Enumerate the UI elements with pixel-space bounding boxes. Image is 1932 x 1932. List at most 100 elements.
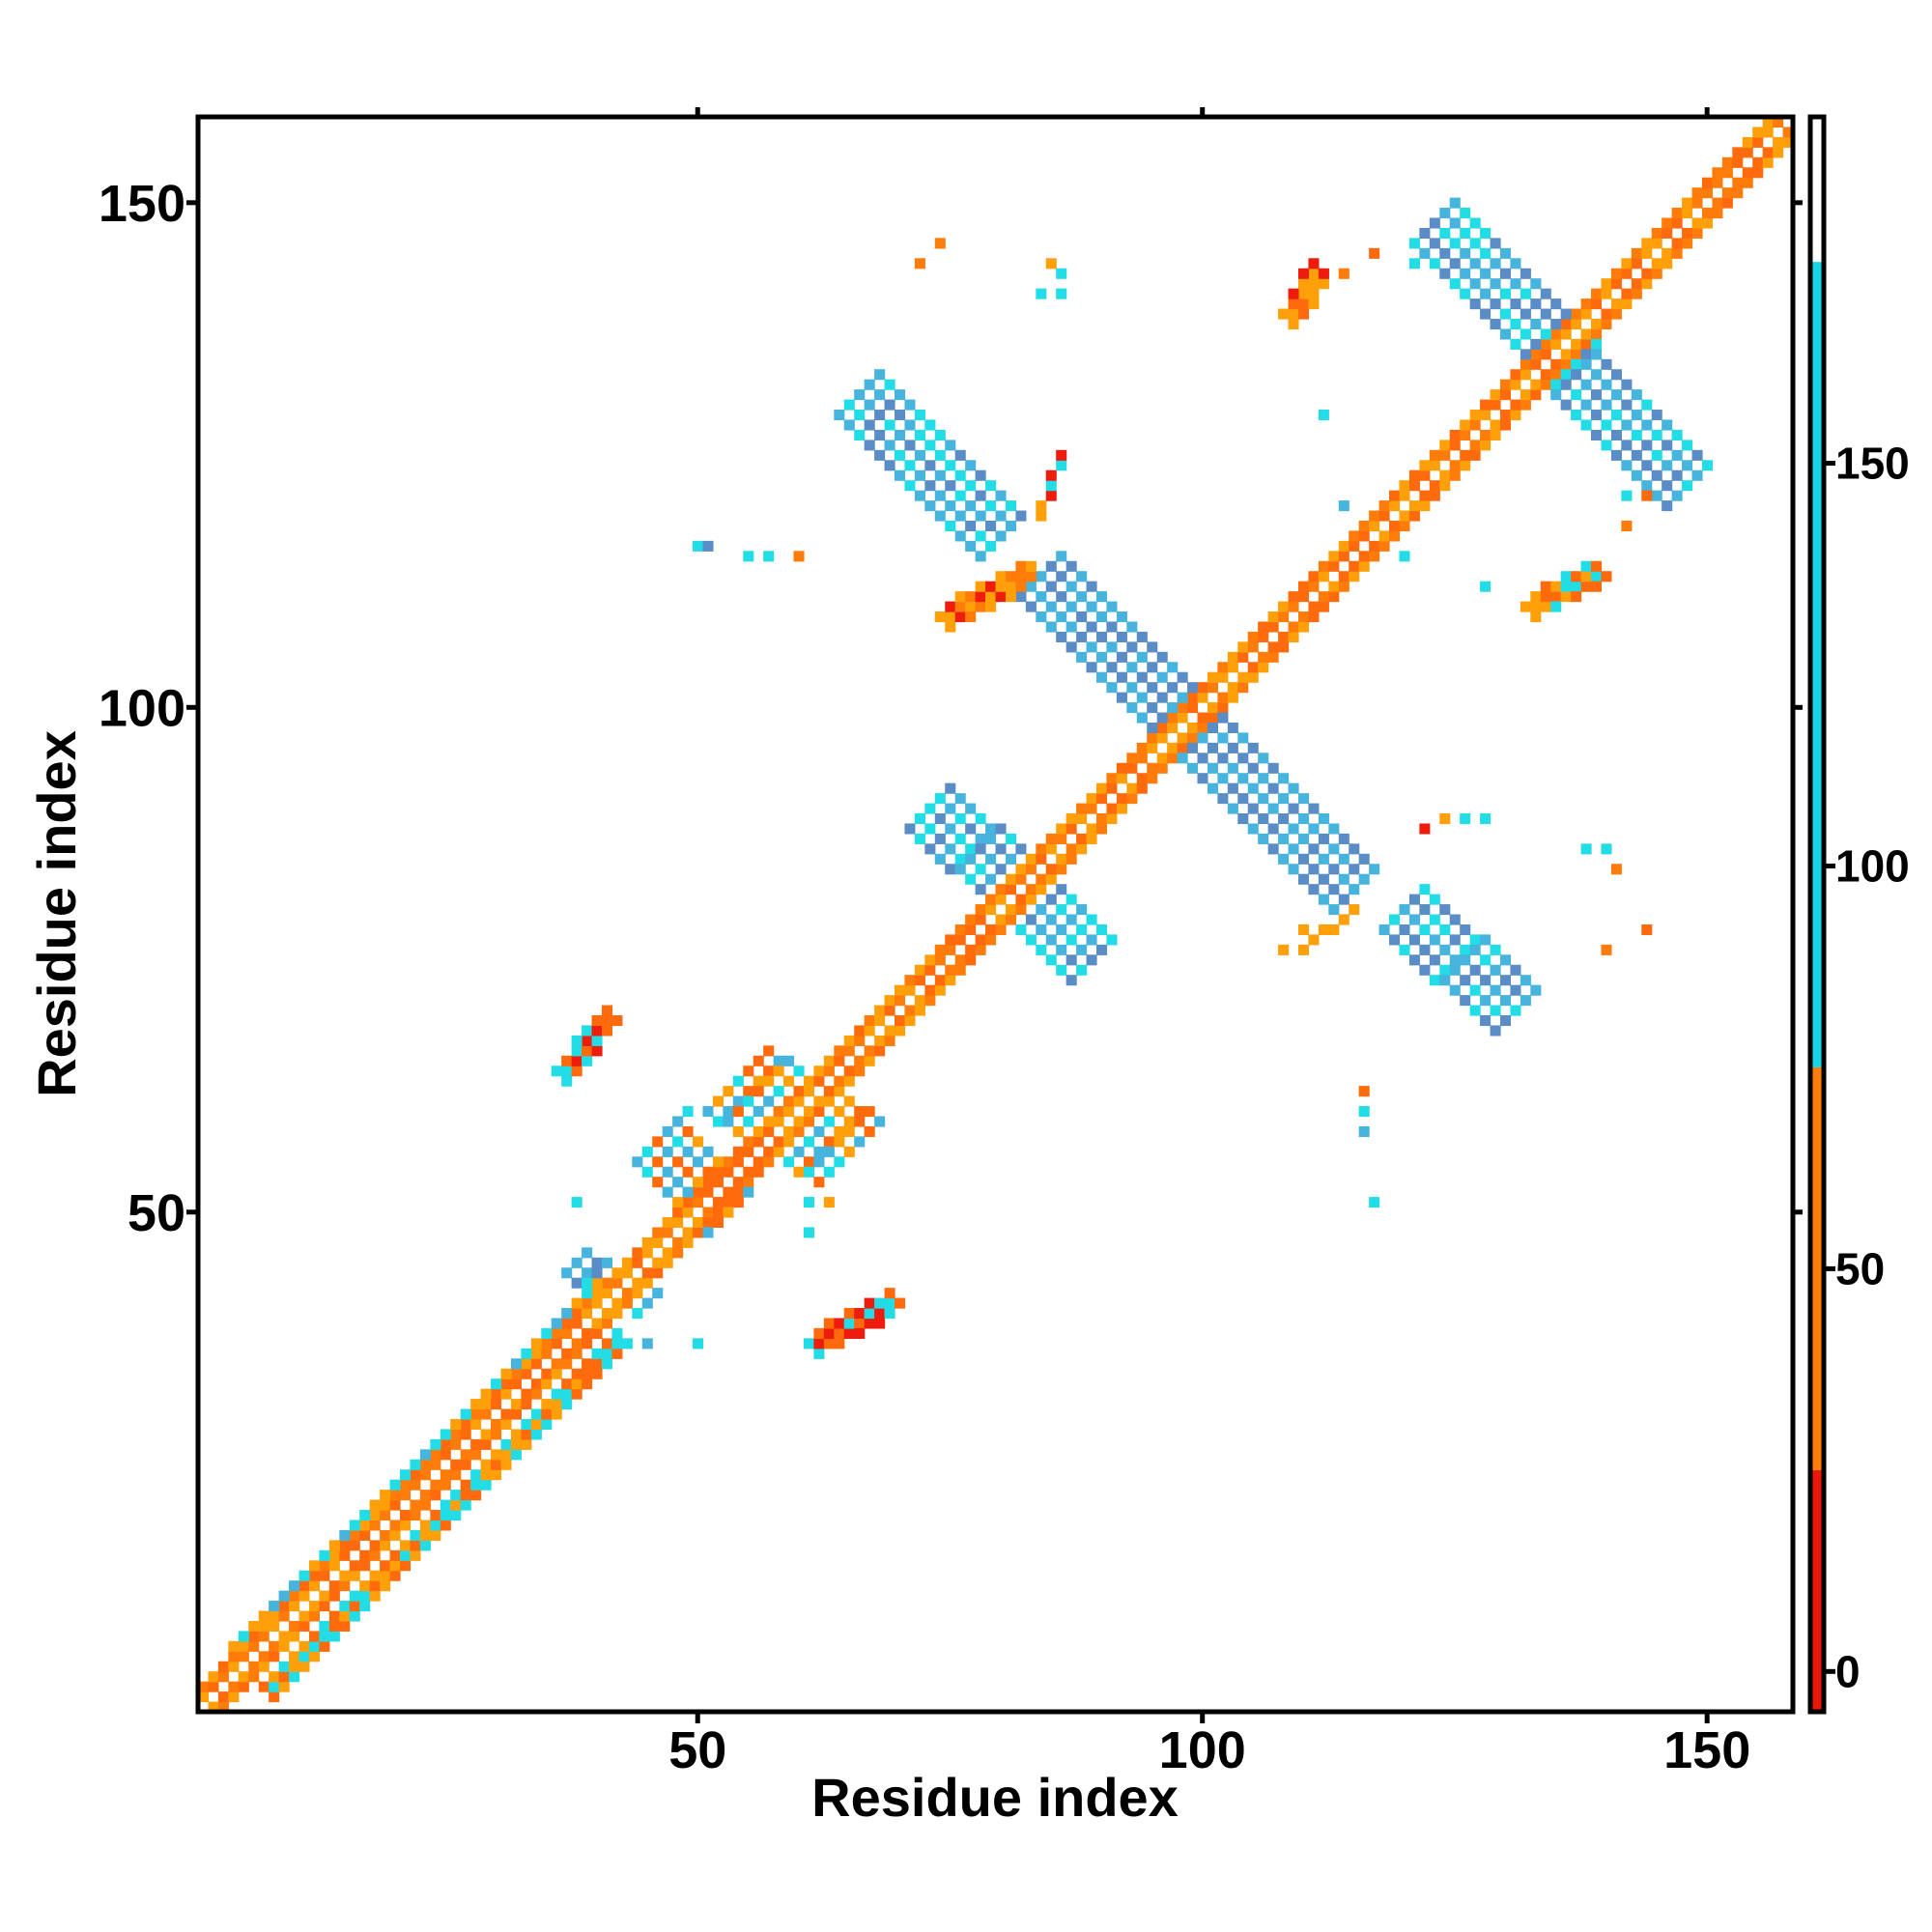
- heatmap-cell: [1318, 278, 1329, 290]
- heatmap-cell: [470, 1469, 482, 1481]
- heatmap-cell: [1036, 611, 1047, 623]
- heatmap-cell: [945, 520, 956, 532]
- heatmap-cell: [702, 1207, 714, 1218]
- heatmap-cell: [1631, 469, 1642, 481]
- heatmap-cell: [1065, 581, 1077, 592]
- heatmap-cell: [1065, 601, 1077, 612]
- heatmap-cell: [834, 1086, 845, 1097]
- heatmap-cell: [1510, 258, 1521, 270]
- heatmap-cell: [924, 995, 936, 1007]
- heatmap-cell: [843, 1035, 855, 1046]
- heatmap-cell: [1288, 288, 1299, 299]
- heatmap-cell: [430, 1449, 441, 1461]
- heatmap-cell: [359, 1601, 371, 1612]
- heatmap-cell: [601, 1257, 613, 1268]
- heatmap-cell: [1187, 722, 1199, 734]
- heatmap-cell: [1408, 510, 1420, 522]
- heatmap-cell: [1550, 298, 1562, 310]
- heatmap-cell: [1662, 500, 1673, 512]
- heatmap-cell: [621, 1257, 633, 1268]
- heatmap-cell: [349, 1601, 360, 1612]
- y-tick-label: 100: [99, 679, 185, 737]
- heatmap-cell: [672, 1236, 684, 1248]
- heatmap-cell: [1460, 923, 1471, 935]
- heatmap-cell: [551, 1358, 562, 1370]
- heatmap-cell: [1005, 520, 1016, 532]
- heatmap-cell: [753, 1156, 764, 1168]
- heatmap-cell: [1550, 389, 1562, 401]
- heatmap-cell: [1520, 389, 1531, 401]
- heatmap-cell: [1278, 631, 1290, 642]
- heatmap-cell: [965, 954, 977, 966]
- heatmap-cell: [823, 1338, 835, 1350]
- heatmap-cell: [541, 1399, 553, 1410]
- heatmap-cell: [571, 1197, 582, 1208]
- heatmap-cell: [1460, 975, 1471, 986]
- heatmap-cell: [1399, 490, 1410, 501]
- heatmap-cell: [561, 1399, 573, 1410]
- heatmap-cell: [1126, 793, 1138, 805]
- heatmap-cell: [1429, 217, 1440, 229]
- heatmap-cell: [1490, 318, 1501, 330]
- heatmap-cell: [1490, 258, 1501, 270]
- heatmap-cell: [308, 1580, 320, 1592]
- heatmap-cell: [238, 1651, 249, 1662]
- heatmap-cell: [298, 1590, 310, 1602]
- heatmap-cell: [954, 591, 966, 603]
- heatmap-cell: [904, 399, 916, 411]
- heatmap-cell: [945, 843, 956, 855]
- heatmap-cell: [1328, 923, 1340, 935]
- heatmap-cell: [954, 964, 966, 976]
- heatmap-cell: [1429, 480, 1440, 492]
- heatmap-cell: [258, 1661, 270, 1672]
- heatmap-cell: [389, 1570, 401, 1581]
- heatmap-cell: [308, 1610, 320, 1622]
- heatmap-cell: [793, 1166, 805, 1178]
- heatmap-cell: [1247, 671, 1259, 683]
- heatmap-cell: [843, 1116, 855, 1127]
- heatmap-cell: [1419, 247, 1431, 259]
- heatmap-cell: [1056, 268, 1067, 279]
- heatmap-cell: [895, 410, 906, 421]
- heatmap-cell: [1530, 379, 1542, 390]
- heatmap-cell: [1469, 449, 1481, 461]
- heatmap-cell: [753, 1086, 764, 1097]
- heatmap-cell: [1631, 410, 1642, 421]
- heatmap-cell: [1297, 833, 1310, 844]
- heatmap-cell: [1591, 328, 1603, 340]
- heatmap-cell: [884, 1035, 895, 1046]
- heatmap-cell: [1267, 762, 1279, 774]
- heatmap-cell: [1480, 581, 1492, 592]
- heatmap-cell: [1318, 923, 1329, 935]
- heatmap-cell: [491, 1459, 502, 1470]
- heatmap-cell: [1045, 581, 1057, 592]
- heatmap-cell: [1591, 571, 1603, 582]
- heatmap-cell: [571, 1065, 582, 1077]
- heatmap-cell: [470, 1479, 482, 1491]
- heatmap-cell: [1349, 571, 1360, 582]
- heatmap-cell: [813, 1327, 825, 1339]
- heatmap-cell: [854, 1318, 866, 1329]
- heatmap-cell: [1349, 884, 1360, 895]
- heatmap-cell: [985, 480, 997, 492]
- heatmap-cell: [1499, 308, 1512, 320]
- heatmap-cell: [1408, 258, 1420, 270]
- heatmap-cell: [1045, 954, 1057, 966]
- heatmap-cell: [1621, 520, 1633, 532]
- heatmap-cell: [682, 1146, 694, 1157]
- heatmap-cell: [1662, 460, 1673, 471]
- heatmap-cell: [269, 1651, 280, 1662]
- heatmap-cell: [571, 1277, 582, 1289]
- heatmap-cell: [945, 823, 956, 835]
- heatmap-cell: [1045, 469, 1057, 481]
- heatmap-cell: [1540, 369, 1551, 381]
- heatmap-cell: [1349, 540, 1360, 552]
- heatmap-cell: [743, 1146, 754, 1157]
- heatmap-cell: [1106, 773, 1118, 784]
- heatmap-cell: [1662, 480, 1673, 492]
- heatmap-cell: [1571, 318, 1582, 330]
- colorbar-band: [1810, 117, 1824, 263]
- heatmap-cell: [975, 591, 986, 603]
- heatmap-cell: [854, 1327, 866, 1339]
- heatmap-cell: [1056, 944, 1067, 955]
